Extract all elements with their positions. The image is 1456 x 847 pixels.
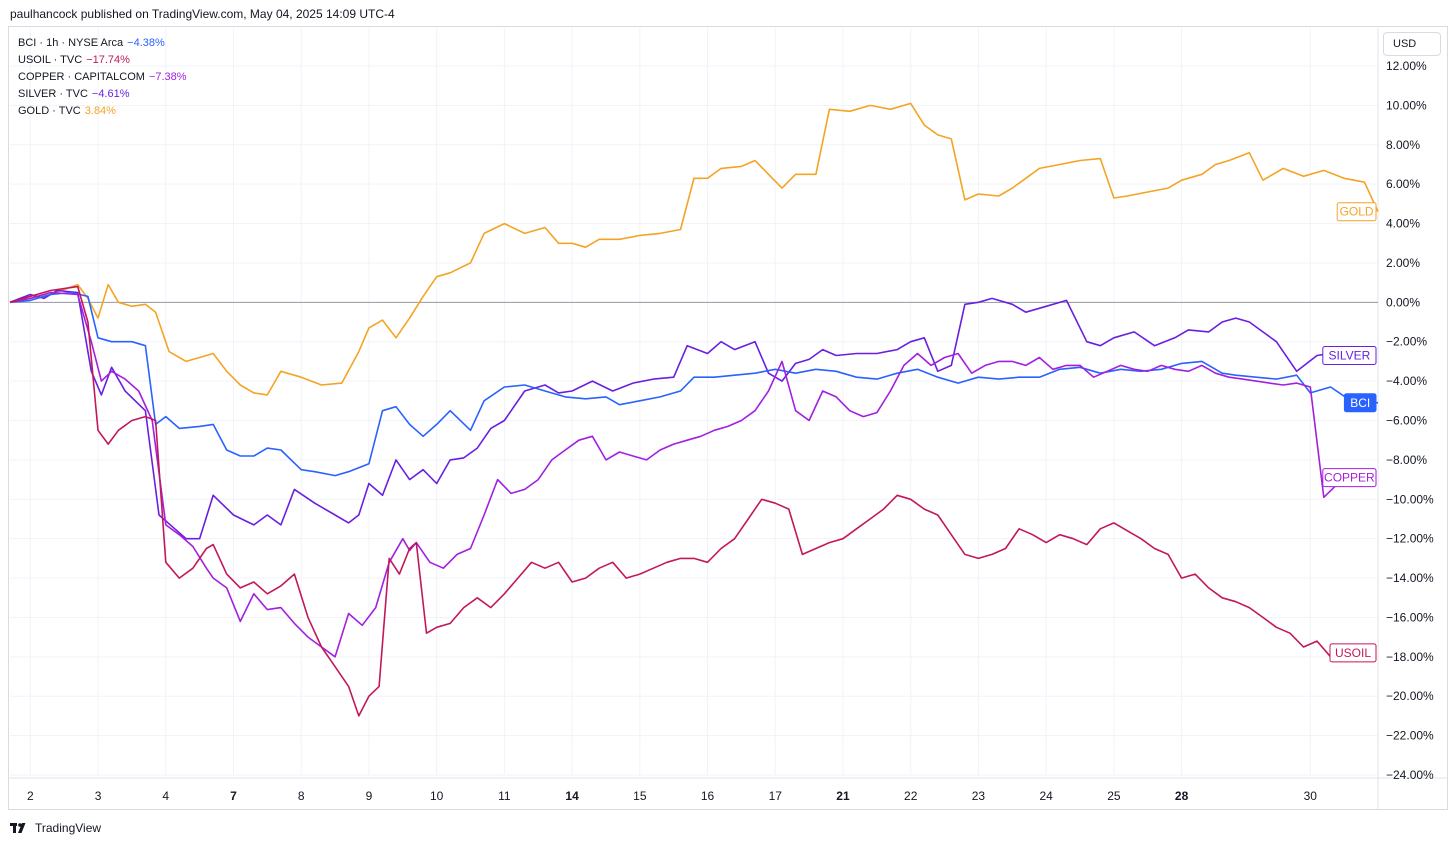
y-tick-label: −16.00%	[1386, 610, 1434, 624]
x-tick-label: 22	[904, 789, 918, 803]
y-tick-label: 4.00%	[1386, 217, 1420, 231]
x-tick-label: 30	[1304, 789, 1318, 803]
y-tick-label: −18.00%	[1386, 650, 1434, 664]
grid-lines	[8, 28, 1448, 810]
legend-row-copper[interactable]: COPPER · CAPITALCOM −7.38%	[18, 69, 187, 86]
x-tick-label: 25	[1107, 789, 1121, 803]
tag-box	[1343, 393, 1377, 413]
tag-label: SILVER	[1329, 349, 1371, 363]
x-tick-label: 8	[298, 789, 305, 803]
currency-button[interactable]: USD	[1383, 32, 1441, 56]
legend-row-silver[interactable]: SILVER · TVC −4.61%	[18, 86, 187, 103]
legend-value: −17.74%	[86, 54, 130, 66]
y-tick-label: −10.00%	[1386, 492, 1434, 506]
y-tick-label: −14.00%	[1386, 571, 1434, 585]
tag-silver: SILVER	[1322, 346, 1377, 366]
series-tags: GOLD SILVER BCI COPPER USOIL	[1322, 202, 1377, 663]
x-tick-label: 14	[565, 789, 579, 803]
tradingview-logo-icon	[10, 822, 26, 833]
legend-value: −4.38%	[127, 37, 165, 49]
tag-label: GOLD	[1340, 205, 1374, 219]
y-tick-label: −2.00%	[1386, 335, 1427, 349]
chart-frame[interactable]	[8, 26, 1448, 810]
x-tick-label: 24	[1039, 789, 1053, 803]
tag-label: BCI	[1350, 396, 1370, 410]
tag-usoil: USOIL	[1329, 643, 1377, 663]
tag-box	[1322, 346, 1377, 366]
tag-box	[1336, 202, 1377, 222]
series-line-silver[interactable]	[9, 289, 1345, 540]
legend-row-bci[interactable]: BCI · 1h · NYSE Arca −4.38%	[18, 35, 187, 52]
y-tick-label: −12.00%	[1386, 532, 1434, 546]
chart-legend: BCI · 1h · NYSE Arca −4.38% USOIL · TVC −1…	[18, 35, 187, 120]
y-tick-label: −8.00%	[1386, 453, 1427, 467]
y-tick-label: 10.00%	[1386, 98, 1427, 112]
legend-name: SILVER · TVC	[18, 88, 88, 100]
series-line-gold[interactable]	[9, 102, 1379, 396]
x-tick-label: 23	[972, 789, 986, 803]
y-tick-label: 12.00%	[1386, 59, 1427, 73]
legend-value: 3.84%	[84, 105, 116, 117]
x-tick-label: 2	[27, 789, 34, 803]
x-tick-label: 28	[1175, 789, 1189, 803]
tag-box	[1329, 643, 1377, 663]
legend-value: −7.38%	[148, 71, 187, 83]
legend-value: −4.61%	[91, 88, 130, 100]
y-tick-label: −4.00%	[1386, 374, 1427, 388]
y-axis-ticks: 12.00% 10.00% 8.00% 6.00% 4.00% 2.00% 0.00% −2.…	[1386, 59, 1434, 782]
x-tick-label: 17	[769, 789, 783, 803]
legend-name: GOLD · TVC	[18, 105, 81, 117]
x-tick-label: 3	[95, 789, 102, 803]
series-line-usoil[interactable]	[9, 285, 1345, 717]
tag-box	[1322, 468, 1377, 488]
tag-label: USOIL	[1335, 646, 1371, 660]
y-tick-label: −6.00%	[1386, 414, 1427, 428]
x-tick-label: 9	[366, 789, 373, 803]
y-tick-label: −22.00%	[1386, 729, 1434, 743]
brand-label: TradingView	[35, 821, 102, 835]
x-tick-label: 10	[430, 789, 444, 803]
x-tick-label: 7	[230, 789, 237, 803]
tag-gold: GOLD	[1336, 202, 1377, 222]
series-line-bci[interactable]	[9, 291, 1379, 477]
x-tick-label: 15	[633, 789, 647, 803]
legend-row-gold[interactable]: GOLD · TVC 3.84%	[18, 103, 187, 120]
x-axis-ticks: 2 3 4 7 8 9 10 11 14 15 16 17 21 22 23 24 25 28 30	[27, 789, 1317, 803]
y-tick-label: −20.00%	[1386, 689, 1434, 703]
y-tick-label: 2.00%	[1386, 256, 1420, 270]
series-line-copper[interactable]	[9, 291, 1345, 658]
tag-bci: BCI	[1343, 393, 1377, 413]
x-tick-label: 4	[162, 789, 169, 803]
tag-label: COPPER	[1324, 471, 1375, 485]
legend-row-usoil[interactable]: USOIL · TVC −17.74%	[18, 52, 187, 69]
publisher-caption: paulhancock published on TradingView.com…	[10, 7, 395, 21]
x-tick-label: 21	[836, 789, 850, 803]
series-lines	[9, 102, 1379, 717]
y-tick-label: −24.00%	[1386, 768, 1434, 782]
y-tick-label: 8.00%	[1386, 138, 1420, 152]
y-tick-label: 0.00%	[1386, 295, 1420, 309]
tradingview-brand[interactable]: TradingView	[10, 821, 101, 835]
tag-copper: COPPER	[1322, 468, 1377, 488]
y-tick-label: 6.00%	[1386, 177, 1420, 191]
legend-name: BCI · 1h · NYSE Arca	[18, 37, 124, 49]
x-tick-label: 11	[498, 789, 511, 803]
legend-name: USOIL · TVC	[18, 54, 83, 66]
legend-name: COPPER · CAPITALCOM	[18, 71, 145, 83]
x-tick-label: 16	[701, 789, 715, 803]
